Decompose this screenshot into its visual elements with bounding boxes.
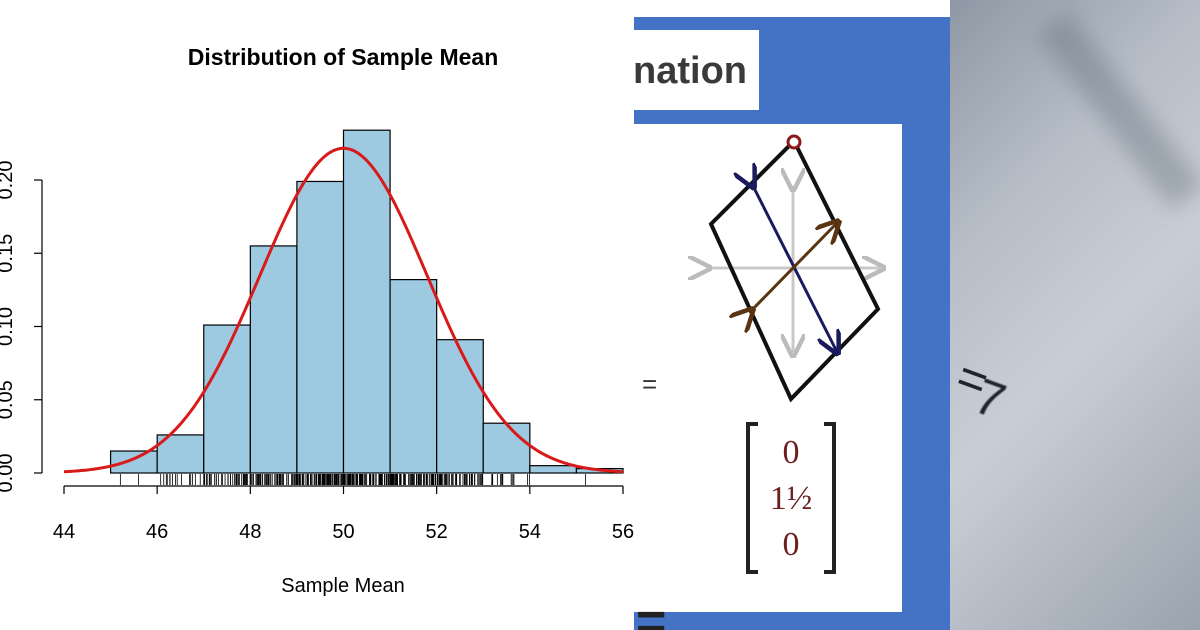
slide-content: = = 0 1½ bbox=[634, 124, 902, 630]
histogram-bar bbox=[389, 279, 438, 474]
x-tick-label: 56 bbox=[612, 521, 634, 543]
left-bracket bbox=[746, 422, 758, 574]
x-tick-label: 50 bbox=[332, 521, 354, 543]
slide-title: nation bbox=[634, 50, 747, 92]
x-axis: 44 46 48 50 52 54 56 bbox=[53, 485, 634, 543]
y-tick-label: 0.05 bbox=[0, 380, 17, 419]
histogram-bar bbox=[296, 180, 345, 474]
chart-title: Distribution of Sample Mean bbox=[187, 44, 499, 70]
vector-entry: 0 bbox=[782, 526, 800, 563]
density-curve bbox=[63, 146, 624, 474]
x-tick-label: 46 bbox=[146, 521, 168, 543]
right-bracket bbox=[824, 422, 836, 574]
bars-layer bbox=[109, 129, 624, 474]
histogram-chart: 44 46 48 50 52 54 56 0.00 0.05 0.10 0.15 0.20 bbox=[0, 129, 634, 543]
slide-panel: nation = = bbox=[634, 0, 950, 630]
corner-marker bbox=[786, 134, 802, 150]
histogram-panel: Distribution of Sample Mean 44 46 48 50 52 54… bbox=[0, 44, 634, 597]
transformation-diagram bbox=[634, 134, 902, 574]
y-tick-label: 0.00 bbox=[0, 454, 17, 493]
histogram-bar bbox=[436, 339, 484, 474]
histogram-bar bbox=[342, 129, 391, 474]
slide-title-box: nation bbox=[634, 30, 759, 110]
vector-entry: 0 bbox=[782, 434, 800, 471]
x-tick-label: 44 bbox=[53, 521, 75, 543]
y-tick-label: 0.10 bbox=[0, 307, 17, 346]
histogram-bar bbox=[249, 245, 298, 474]
result-vector: 0 1½ 0 bbox=[761, 430, 821, 568]
photo-background bbox=[950, 0, 1200, 630]
histogram-bar bbox=[529, 465, 578, 474]
y-axis: 0.00 0.05 0.10 0.15 0.20 bbox=[0, 161, 43, 493]
vector-entry: 1½ bbox=[769, 480, 813, 517]
x-tick-label: 52 bbox=[426, 521, 448, 543]
rug-layer bbox=[119, 474, 586, 485]
minor-axis-arrow bbox=[750, 224, 836, 312]
equals-sign-top: = bbox=[642, 369, 658, 399]
histogram-bar bbox=[482, 422, 531, 474]
y-tick-label: 0.20 bbox=[0, 161, 17, 200]
x-axis-label: Sample Mean bbox=[281, 575, 405, 597]
x-tick-label: 48 bbox=[239, 521, 261, 543]
equals-sign-bottom: = bbox=[636, 593, 667, 630]
curve-layer bbox=[63, 146, 624, 474]
photo-panel: = 7 bbox=[950, 0, 1200, 630]
histogram-bar bbox=[109, 450, 158, 474]
x-tick-label: 54 bbox=[519, 521, 541, 543]
y-tick-label: 0.15 bbox=[0, 234, 17, 273]
